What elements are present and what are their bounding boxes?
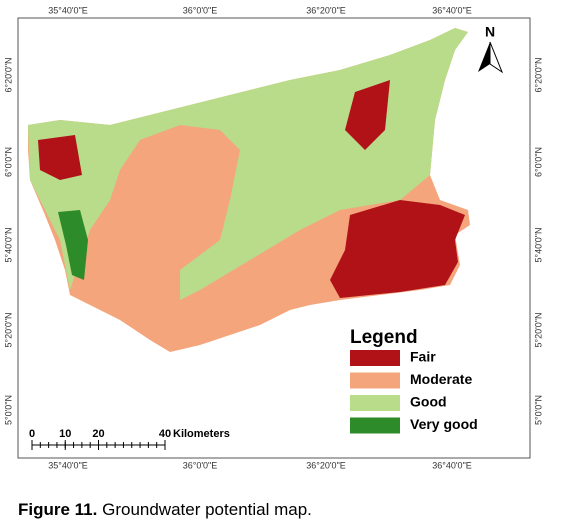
caption-text: Groundwater potential map. bbox=[102, 500, 312, 519]
right-coord-label: 6°20'0"N bbox=[533, 57, 543, 92]
map-area bbox=[28, 28, 470, 352]
right-coord-label: 5°0'0"N bbox=[533, 395, 543, 425]
top-coord-label: 36°20'0"E bbox=[306, 5, 346, 15]
left-coord-label: 5°20'0"N bbox=[3, 312, 13, 347]
legend-swatch bbox=[350, 417, 400, 434]
legend-swatch bbox=[350, 395, 400, 411]
left-coord-label: 6°0'0"N bbox=[3, 147, 13, 177]
left-coord-label: 5°40'0"N bbox=[3, 227, 13, 262]
right-coord-label: 5°20'0"N bbox=[533, 312, 543, 347]
region-fair bbox=[38, 135, 82, 180]
scale-tick-label: 40 bbox=[159, 428, 171, 440]
legend-label: Very good bbox=[410, 416, 478, 432]
scale-tick-label: 0 bbox=[29, 428, 35, 440]
legend-label: Good bbox=[410, 394, 447, 410]
scale-bar: 0 10 20 40 Kilometers bbox=[29, 428, 230, 450]
bottom-coord-label: 36°0'0"E bbox=[183, 460, 218, 470]
region-fair bbox=[345, 80, 390, 150]
left-coord-label: 6°20'0"N bbox=[3, 57, 13, 92]
top-coord-label: 36°40'0"E bbox=[432, 5, 472, 15]
left-coord-label: 5°0'0"N bbox=[3, 395, 13, 425]
caption: Figure 11. Groundwater potential map. bbox=[18, 500, 312, 519]
bottom-coord-label: 36°20'0"E bbox=[306, 460, 346, 470]
caption-label: Figure 11. bbox=[18, 500, 97, 519]
top-coord-label: 36°0'0"E bbox=[183, 5, 218, 15]
legend-label: Moderate bbox=[410, 371, 472, 387]
legend-swatch bbox=[350, 372, 400, 389]
bottom-coord-label: 36°40'0"E bbox=[432, 460, 472, 470]
bottom-coord-label: 35°40'0"E bbox=[48, 460, 88, 470]
legend-label: Fair bbox=[410, 349, 436, 365]
north-label: N bbox=[485, 24, 495, 40]
right-coord-label: 5°40'0"N bbox=[533, 227, 543, 262]
region-very-good bbox=[58, 210, 88, 280]
right-coord-label: 6°0'0"N bbox=[533, 147, 543, 177]
legend-title: Legend bbox=[350, 327, 418, 348]
scale-tick-label: 20 bbox=[92, 428, 104, 440]
north-arrow: N bbox=[478, 24, 504, 74]
scale-unit: Kilometers bbox=[173, 428, 230, 440]
legend-swatch bbox=[350, 350, 400, 366]
scale-tick-label: 10 bbox=[59, 428, 71, 440]
region-fair bbox=[330, 200, 465, 298]
top-coord-label: 35°40'0"E bbox=[48, 5, 88, 15]
